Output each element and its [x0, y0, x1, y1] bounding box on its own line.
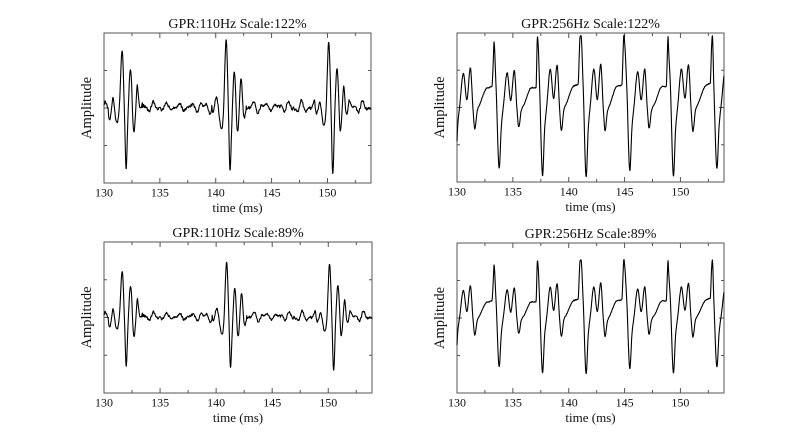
svg-text:GPR:110Hz Scale:122%: GPR:110Hz Scale:122% — [168, 17, 307, 32]
svg-text:135: 135 — [151, 186, 169, 200]
svg-text:time (ms): time (ms) — [565, 199, 615, 214]
svg-text:135: 135 — [504, 396, 522, 410]
svg-text:time (ms): time (ms) — [565, 410, 615, 425]
svg-text:Amplitude: Amplitude — [79, 286, 95, 348]
svg-text:Amplitude: Amplitude — [432, 76, 448, 138]
svg-text:GPR:110Hz Scale:89%: GPR:110Hz Scale:89% — [172, 226, 304, 241]
svg-text:time (ms): time (ms) — [213, 410, 263, 425]
svg-text:150: 150 — [671, 396, 689, 410]
svg-text:135: 135 — [151, 396, 169, 410]
svg-text:135: 135 — [504, 185, 522, 199]
svg-text:145: 145 — [616, 185, 634, 199]
svg-text:130: 130 — [448, 185, 466, 199]
svg-text:140: 140 — [560, 185, 578, 199]
svg-text:150: 150 — [319, 396, 337, 410]
svg-text:Amplitude: Amplitude — [79, 77, 95, 139]
svg-text:145: 145 — [263, 396, 281, 410]
svg-text:150: 150 — [671, 185, 689, 199]
svg-text:130: 130 — [95, 186, 113, 200]
svg-text:140: 140 — [207, 186, 225, 200]
svg-text:130: 130 — [448, 396, 466, 410]
svg-text:145: 145 — [616, 396, 634, 410]
svg-text:140: 140 — [207, 396, 225, 410]
svg-text:130: 130 — [95, 396, 113, 410]
svg-text:Amplitude: Amplitude — [432, 287, 448, 349]
svg-text:time (ms): time (ms) — [212, 200, 262, 215]
svg-text:GPR:256Hz Scale:89%: GPR:256Hz Scale:89% — [525, 227, 657, 242]
svg-text:140: 140 — [560, 396, 578, 410]
svg-text:GPR:256Hz Scale:122%: GPR:256Hz Scale:122% — [521, 17, 660, 32]
svg-text:150: 150 — [318, 186, 336, 200]
svg-text:145: 145 — [263, 186, 281, 200]
